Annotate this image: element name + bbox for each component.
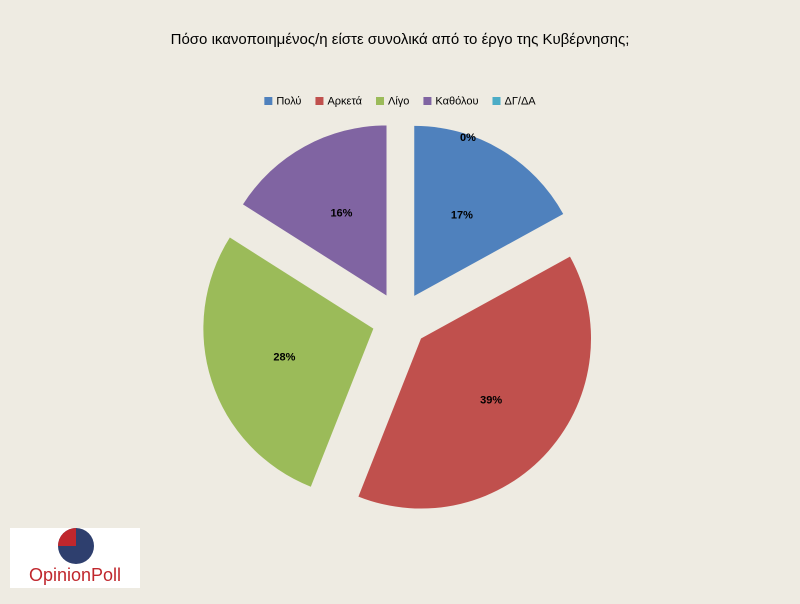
pie-slice: [242, 125, 387, 296]
data-label: 0%: [460, 132, 476, 144]
pie-slice: [203, 237, 374, 487]
legend-label: Αρκετά: [327, 95, 362, 107]
legend-swatch: [423, 97, 432, 105]
legend-swatch: [376, 97, 385, 105]
logo: OpinionPoll: [10, 528, 140, 588]
legend-swatch: [264, 97, 273, 105]
logo-slice: [58, 528, 76, 546]
legend-label: ΔΓ/ΔΑ: [504, 95, 536, 107]
data-label: 17%: [451, 209, 473, 221]
legend-swatch: [492, 97, 501, 105]
legend-swatch: [315, 97, 324, 105]
logo-text: OpinionPoll: [29, 565, 121, 585]
legend-label: Καθόλου: [435, 95, 478, 107]
pie-slice: [414, 125, 564, 296]
data-label: 28%: [273, 351, 295, 363]
legend-label: Πολύ: [276, 95, 301, 107]
legend-label: Λίγο: [388, 95, 409, 107]
chart-title: Πόσο ικανοποιημένος/η είστε συνολικά από…: [171, 31, 630, 48]
data-label: 39%: [480, 394, 502, 406]
data-label: 16%: [330, 207, 352, 219]
pie-slice: [358, 256, 592, 509]
